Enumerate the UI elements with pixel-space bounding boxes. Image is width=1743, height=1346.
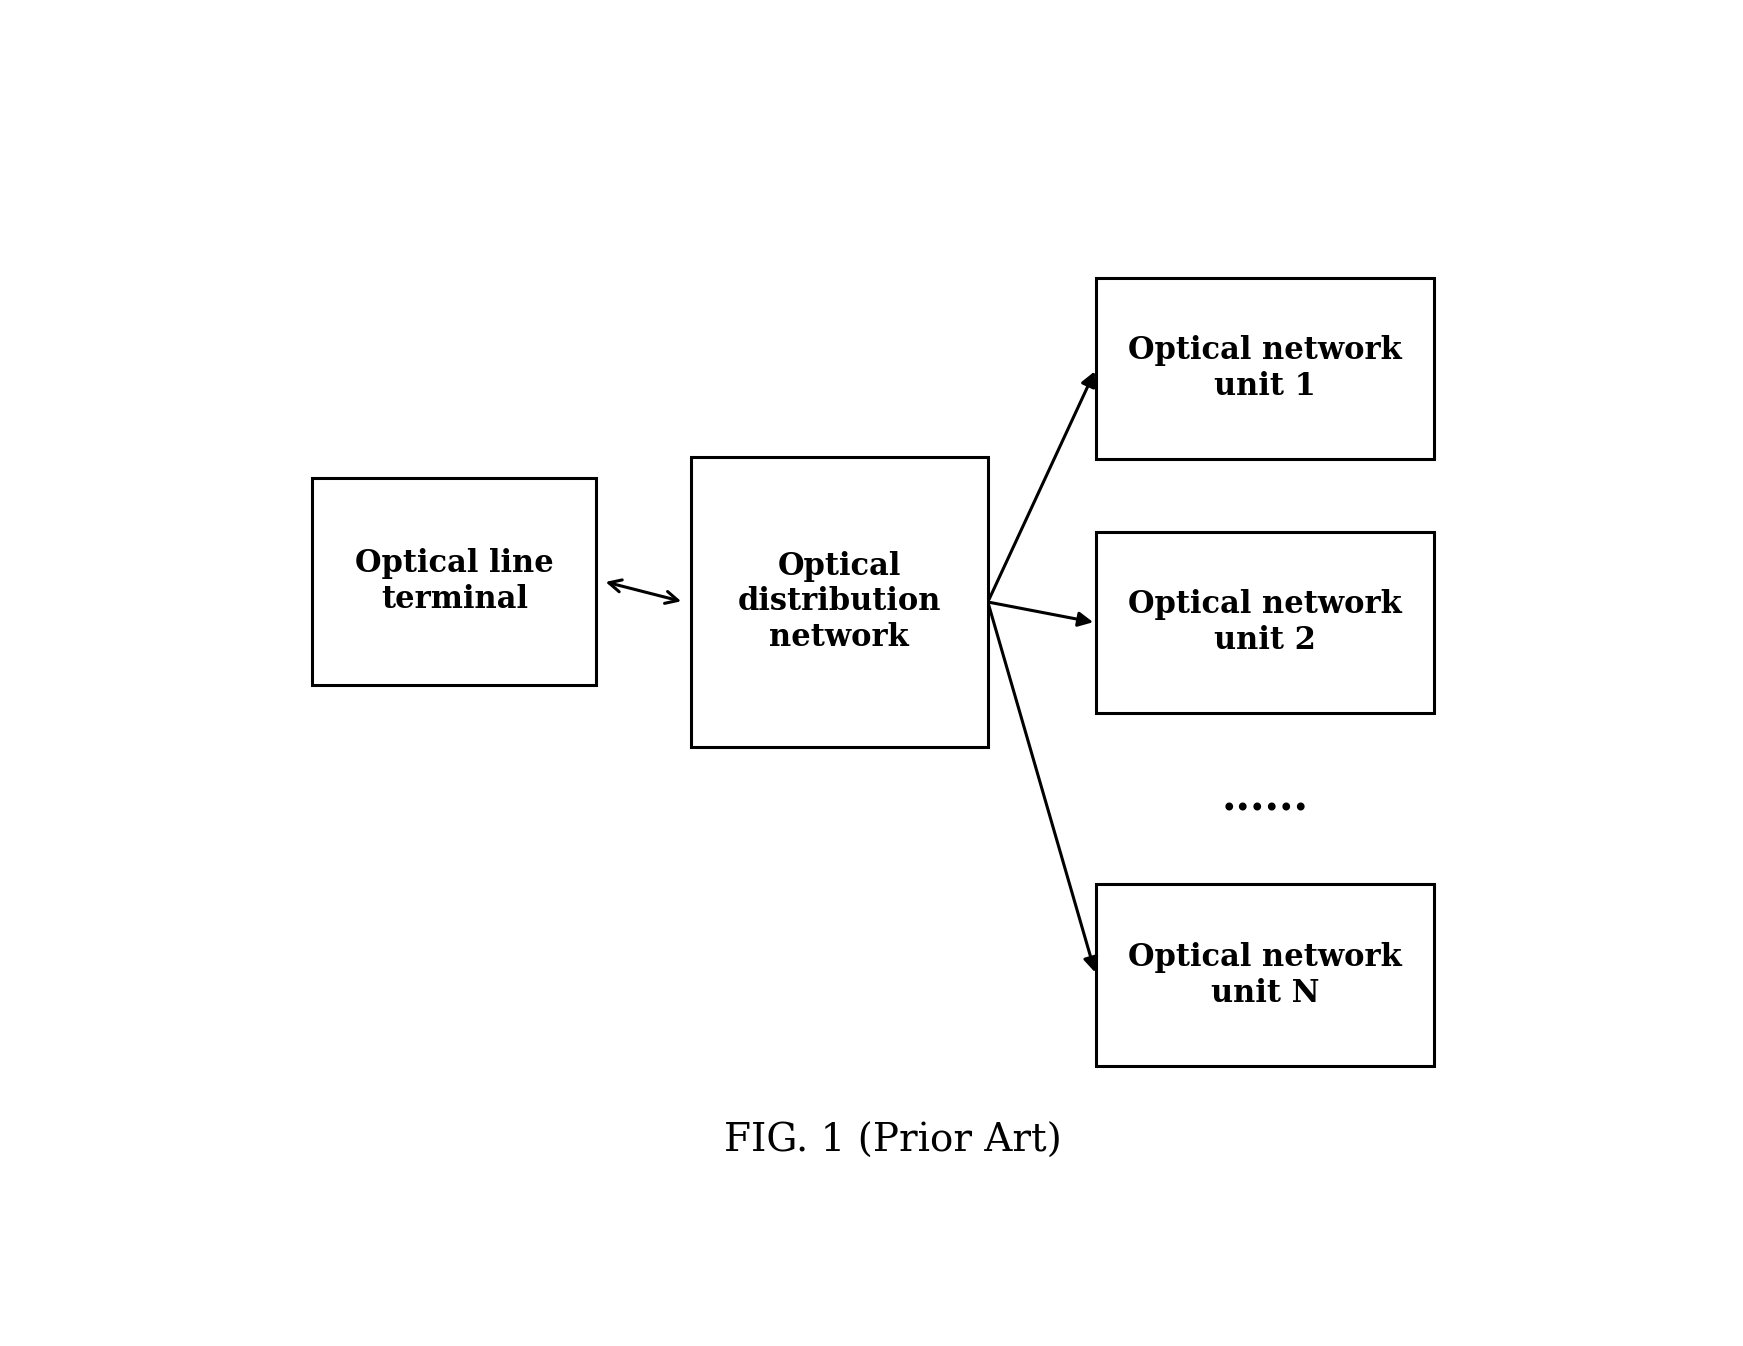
Bar xyxy=(1096,532,1433,713)
Bar xyxy=(1096,884,1433,1066)
Text: Optical
distribution
network: Optical distribution network xyxy=(737,551,941,653)
Text: Optical line
terminal: Optical line terminal xyxy=(356,548,554,615)
Text: Optical network
unit 2: Optical network unit 2 xyxy=(1128,590,1401,656)
Text: FIG. 1 (Prior Art): FIG. 1 (Prior Art) xyxy=(725,1123,1061,1159)
Bar xyxy=(312,478,596,685)
Text: Optical network
unit 1: Optical network unit 1 xyxy=(1128,335,1401,402)
Bar xyxy=(1096,279,1433,459)
Text: ......: ...... xyxy=(1222,778,1309,820)
Bar xyxy=(690,456,988,747)
Text: Optical network
unit N: Optical network unit N xyxy=(1128,942,1401,1008)
